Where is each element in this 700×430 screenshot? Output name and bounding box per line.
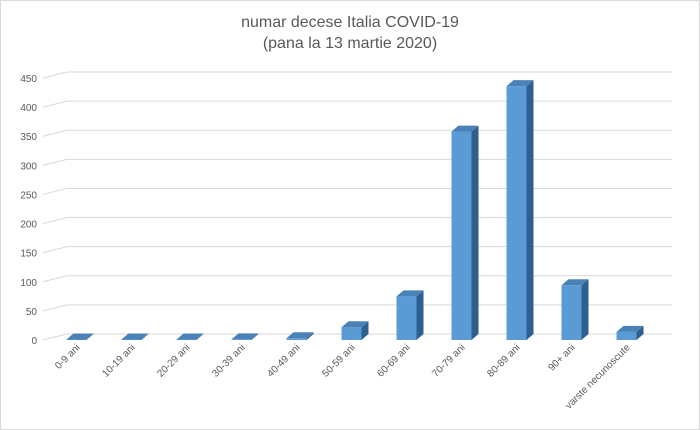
- bar-front: [231, 339, 252, 340]
- bar-top: [506, 80, 534, 87]
- grid-line: [42, 187, 672, 195]
- y-tick-label: 250: [20, 190, 37, 201]
- chart-subtitle: (pana la 13 martie 2020): [262, 35, 438, 52]
- y-tick-label: 200: [20, 220, 37, 231]
- x-tick-label: 40-49 ani: [265, 342, 302, 379]
- bar: [616, 325, 644, 340]
- bar: [231, 333, 259, 340]
- x-tick-label: 0-9 ani: [53, 342, 82, 371]
- bar: [121, 333, 149, 340]
- y-tick-label: 350: [20, 132, 37, 143]
- bar-top: [286, 332, 314, 339]
- bar-top: [341, 321, 369, 328]
- bar: [176, 333, 204, 340]
- bar-side: [471, 125, 479, 340]
- bar-top: [396, 290, 424, 297]
- bar-side: [306, 332, 314, 340]
- bar-front: [176, 339, 197, 340]
- bar-front: [451, 131, 472, 340]
- bar-front: [561, 285, 582, 340]
- x-tick-label: 70-79 ani: [430, 342, 467, 379]
- bar-front: [616, 331, 637, 340]
- bar: [341, 321, 369, 340]
- x-tick-label: 90+ ani: [546, 342, 577, 373]
- bar: [451, 125, 479, 340]
- bar-side: [581, 279, 589, 340]
- bar-top: [66, 333, 94, 340]
- bar: [506, 80, 534, 340]
- bar-side: [636, 325, 644, 340]
- y-tick-label: 400: [20, 103, 37, 114]
- chart-title: numar decese Italia COVID-19: [241, 14, 459, 31]
- bar-front: [121, 339, 142, 340]
- x-tick-label: 20-29 ani: [155, 342, 192, 379]
- y-axis-ticks: 0 50 100 150 200 250 300 350 400 450: [20, 74, 37, 347]
- y-tick-label: 300: [20, 161, 37, 172]
- bar-top: [121, 333, 149, 340]
- bar-top: [176, 333, 204, 340]
- bar-side: [416, 290, 424, 340]
- bar: [561, 279, 589, 340]
- grid-line: [42, 100, 672, 108]
- bar-side: [251, 333, 259, 340]
- y-tick-label: 150: [20, 249, 37, 260]
- bar-side: [526, 80, 534, 340]
- bar-side: [141, 333, 149, 340]
- bar: [396, 290, 424, 340]
- y-tick-label: 450: [20, 74, 37, 85]
- y-tick-label: 100: [20, 278, 37, 289]
- bar-side: [86, 333, 94, 340]
- x-tick-label: 50-59 ani: [320, 342, 357, 379]
- bar-top: [616, 325, 644, 332]
- grid-line: [42, 129, 672, 137]
- x-axis-ticks: 0-9 ani 10-19 ani 20-29 ani 30-39 ani 40-49 …: [53, 342, 633, 411]
- bar: [66, 333, 94, 340]
- x-tick-label: 60-69 ani: [375, 342, 412, 379]
- bar-top: [561, 279, 589, 286]
- grid-line: [42, 217, 672, 225]
- grid-line: [42, 158, 672, 166]
- y-tick-label: 50: [26, 307, 38, 318]
- x-tick-label: 30-39 ani: [210, 342, 247, 379]
- bar-side: [361, 321, 369, 340]
- grid-line: [42, 71, 672, 79]
- bar-front: [341, 327, 362, 340]
- bar-front: [286, 338, 307, 340]
- y-tick-label: 0: [31, 336, 37, 347]
- bars: [66, 80, 644, 340]
- bar: [286, 332, 314, 340]
- x-tick-label: 80-89 ani: [485, 342, 522, 379]
- bar-front: [66, 339, 87, 340]
- x-tick-label: 10-19 ani: [100, 342, 137, 379]
- grid-line: [42, 246, 672, 254]
- bar-top: [451, 125, 479, 132]
- bar-side: [196, 333, 204, 340]
- bar-front: [396, 296, 417, 340]
- bar-front: [506, 86, 527, 340]
- bar-top: [231, 333, 259, 340]
